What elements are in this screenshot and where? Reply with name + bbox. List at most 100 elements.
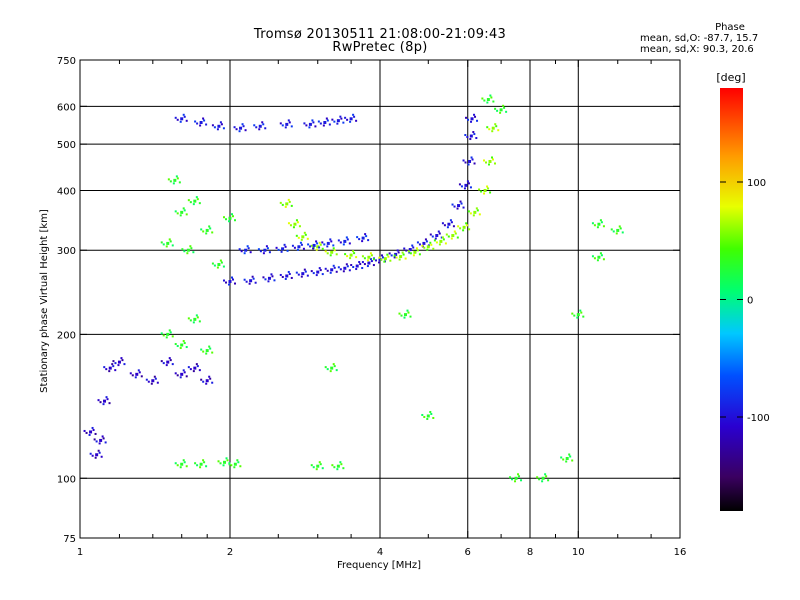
ordinary-F2-trace-echo	[297, 273, 300, 276]
multiple-reflection-band-point	[217, 124, 221, 128]
low-frequency-E-echoes-echo	[120, 357, 123, 360]
sporadic-scatter-point	[316, 464, 320, 468]
low-frequency-E-echoes-echo	[209, 377, 212, 380]
low-frequency-E-echoes-echo	[114, 362, 117, 365]
upper-F-trace-echo	[240, 250, 243, 253]
ordinary-F2-trace-point	[435, 234, 439, 238]
extraordinary-F2-trace-echo	[344, 253, 347, 256]
phase-statistics: Phase mean, sd,O: -87.7, 15.7 mean, sd,X…	[640, 22, 790, 55]
upper-F-trace-echo	[312, 247, 315, 250]
sporadic-scatter-point	[193, 199, 197, 203]
ordinary-F2-trace-echo	[337, 266, 340, 269]
multiple-reflection-band-echo	[287, 119, 290, 122]
upper-F-trace-echo	[302, 247, 305, 250]
extraordinary-F2-trace-echo	[435, 241, 438, 244]
ordinary-F2-trace-echo	[350, 264, 353, 267]
extraordinary-F2-trace-echo	[468, 228, 471, 231]
extraordinary-F2-trace-echo	[492, 158, 495, 161]
extraordinary-F2-trace-point	[488, 159, 492, 163]
sporadic-scatter-echo	[571, 459, 574, 462]
sporadic-scatter-echo	[505, 110, 508, 113]
low-frequency-E-echoes-echo	[179, 376, 182, 379]
extraordinary-F2-trace-echo	[426, 248, 429, 251]
sporadic-scatter-echo	[619, 227, 622, 230]
sporadic-scatter-echo	[421, 413, 424, 416]
extraordinary-F2-trace-echo	[480, 190, 483, 193]
upper-F-trace-echo	[361, 240, 364, 243]
ordinary-F2-trace-echo	[438, 232, 441, 235]
extraordinary-F2-trace-echo	[346, 255, 349, 258]
sporadic-scatter-echo	[340, 463, 343, 466]
low-frequency-E-echoes-point	[180, 372, 184, 376]
sporadic-scatter-echo	[205, 232, 208, 235]
sporadic-scatter-echo	[538, 478, 541, 481]
phase-heading: Phase	[715, 22, 745, 33]
upper-F-trace-echo	[326, 245, 329, 248]
ordinary-F2-trace-echo	[475, 137, 478, 140]
sporadic-scatter-echo	[181, 248, 184, 251]
sporadic-scatter-echo	[331, 464, 334, 467]
y-tick-label: 600	[57, 102, 76, 113]
extraordinary-F2-trace-echo	[433, 239, 436, 242]
multiple-reflection-band-point	[349, 117, 353, 121]
ordinary-F2-trace-echo	[396, 249, 399, 252]
sporadic-scatter-echo	[202, 459, 205, 462]
sporadic-scatter-echo	[342, 467, 345, 470]
low-frequency-E-echoes-echo	[94, 432, 97, 435]
extraordinary-F2-trace-echo	[295, 219, 298, 222]
multiple-reflection-band-echo	[202, 117, 205, 120]
ordinary-F2-trace-echo	[472, 131, 475, 134]
upper-F-trace-point	[297, 245, 301, 249]
y-tick-label: 750	[57, 56, 76, 67]
low-frequency-E-echoes-point	[89, 430, 93, 434]
ordinary-F2-trace-echo	[284, 277, 287, 280]
ordinary-F2-trace-echo	[271, 275, 274, 278]
x-tick-label: 8	[527, 547, 533, 558]
x-tick-label: 10	[572, 547, 585, 558]
low-frequency-E-echoes-echo	[211, 381, 214, 384]
multiple-reflection-band-echo	[196, 122, 199, 125]
sporadic-scatter-echo	[194, 462, 197, 465]
upper-F-trace-echo	[296, 248, 299, 251]
low-frequency-E-echoes-echo	[168, 357, 171, 360]
extraordinary-F2-trace-echo	[279, 201, 282, 204]
sporadic-scatter-echo	[183, 342, 186, 345]
sporadic-scatter-echo	[545, 475, 548, 478]
ordinary-F2-trace-echo	[321, 273, 324, 276]
low-frequency-E-echoes-echo	[92, 428, 95, 431]
sporadic-scatter-point	[597, 222, 601, 226]
ordinary-F2-trace-echo	[232, 278, 234, 281]
multiple-reflection-band-echo	[205, 123, 208, 126]
ordinary-F2-trace-echo	[225, 281, 227, 284]
low-frequency-E-echoes-point	[99, 438, 103, 442]
extraordinary-F2-trace-echo	[284, 205, 287, 208]
sporadic-scatter-echo	[187, 199, 190, 202]
sporadic-scatter-point	[541, 476, 545, 480]
ordinary-F2-trace-echo	[443, 224, 446, 227]
extraordinary-F2-trace-echo	[423, 246, 426, 249]
sporadic-scatter-echo	[621, 231, 624, 234]
ordinary-F2-trace-echo	[355, 268, 358, 271]
multiple-reflection-band-echo	[185, 119, 188, 122]
low-frequency-E-echoes-echo	[97, 399, 100, 402]
extraordinary-F2-trace-echo	[441, 236, 444, 239]
extraordinary-F2-trace-point	[426, 245, 430, 249]
multiple-reflection-band-echo	[344, 116, 347, 119]
low-frequency-E-echoes-point	[135, 372, 139, 376]
sporadic-scatter-echo	[236, 459, 239, 462]
multiple-reflection-band-echo	[262, 123, 265, 126]
ordinary-F2-trace-echo	[470, 120, 473, 123]
sporadic-scatter-echo	[228, 462, 231, 465]
sporadic-scatter-echo	[176, 212, 179, 215]
extraordinary-F2-trace-echo	[361, 255, 364, 258]
extraordinary-F2-trace-echo	[326, 252, 329, 255]
y-tick-label: 75	[63, 534, 76, 545]
multiple-reflection-band-echo	[199, 124, 202, 127]
low-frequency-E-echoes-echo	[171, 363, 174, 366]
ordinary-F2-trace-echo	[465, 116, 468, 119]
sporadic-scatter-echo	[179, 466, 182, 469]
upper-F-trace-echo	[339, 241, 342, 244]
extraordinary-F2-trace-echo	[372, 258, 375, 261]
ordinary-F2-trace-echo	[361, 261, 364, 264]
multiple-reflection-band-echo	[314, 125, 317, 128]
